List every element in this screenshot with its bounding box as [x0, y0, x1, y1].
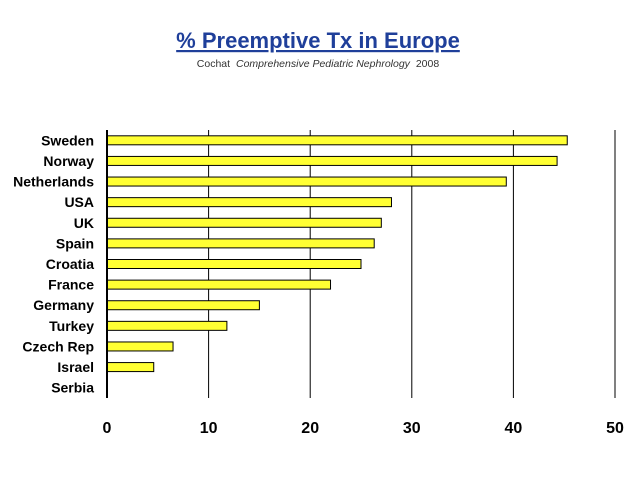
category-label-israel: Israel — [57, 359, 94, 375]
x-tick-labels: 0 10 20 30 40 50 — [103, 420, 624, 437]
category-label-uk: UK — [74, 215, 94, 231]
subtitle-author: Cochat — [197, 58, 230, 70]
category-label-netherlands: Netherlands — [13, 174, 94, 190]
category-label-turkey: Turkey — [49, 318, 94, 334]
subtitle-source: Comprehensive Pediatric Nephrology — [236, 58, 411, 70]
bar-israel — [106, 362, 155, 373]
category-labels: Sweden Norway Netherlands USA UK Spain Croatia… — [13, 132, 94, 395]
bar-usa — [106, 197, 392, 208]
x-tick-label-50: 50 — [606, 420, 624, 437]
bar-turkey — [106, 320, 228, 331]
category-label-norway: Norway — [43, 153, 94, 169]
chart-subtitle: Cochat Comprehensive Pediatric Nephrolog… — [197, 58, 440, 70]
category-label-sweden: Sweden — [41, 132, 94, 148]
bar-france — [106, 279, 332, 290]
bar-sweden — [106, 135, 568, 146]
bar-germany — [106, 300, 260, 311]
bar-czech-rep — [106, 341, 174, 352]
bar-norway — [106, 155, 558, 166]
category-label-croatia: Croatia — [46, 256, 94, 272]
bar-uk — [106, 217, 382, 228]
x-tick-label-0: 0 — [103, 420, 112, 437]
category-label-serbia: Serbia — [51, 380, 94, 396]
x-tick-label-40: 40 — [505, 420, 523, 437]
x-tick-label-30: 30 — [403, 420, 421, 437]
category-label-usa: USA — [64, 194, 94, 210]
bar-croatia — [106, 259, 362, 269]
gridlines — [208, 130, 616, 398]
bar-series — [106, 135, 568, 373]
category-label-france: France — [48, 277, 94, 293]
bar-netherlands — [106, 176, 507, 187]
bar-spain — [106, 238, 375, 249]
chart-title: % Preemptive Tx in Europe — [176, 28, 460, 53]
x-tick-label-20: 20 — [301, 420, 319, 437]
category-label-germany: Germany — [33, 297, 94, 313]
x-tick-label-10: 10 — [200, 420, 218, 437]
category-label-czech-rep: Czech Rep — [22, 338, 94, 354]
category-label-spain: Spain — [56, 235, 94, 251]
subtitle-year: 2008 — [416, 58, 440, 70]
